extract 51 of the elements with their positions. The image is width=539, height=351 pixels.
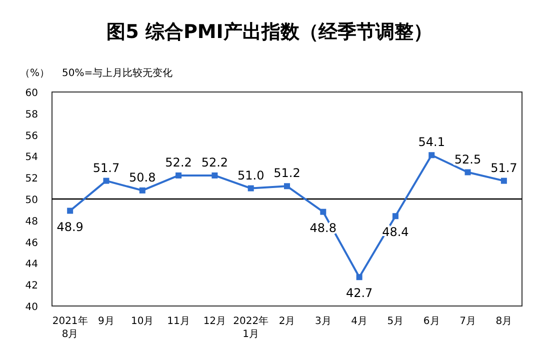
x-tick-label: 2022年 1月 [233, 315, 269, 340]
point [139, 187, 146, 194]
y-tick-label: 50 [25, 195, 38, 206]
x-tick-label: 7月 [460, 316, 476, 327]
y-tick-label: 46 [25, 238, 38, 249]
data-label: 51.0 [237, 168, 264, 182]
y-axis-title: （%） [20, 68, 50, 79]
data-label: 51.7 [490, 160, 518, 175]
x-tick-label: 6月 [423, 316, 440, 327]
point [428, 152, 435, 158]
data-label: 48.9 [56, 220, 84, 234]
x-tick-label: 8月 [496, 316, 512, 327]
text: 50%=与上月比较无变化 [62, 67, 173, 79]
point [176, 172, 182, 178]
point [248, 185, 254, 192]
data-label: 42.7 [346, 286, 373, 300]
point [67, 208, 74, 214]
y-tick-label: 60 [25, 88, 38, 99]
y-tick-label: 40 [25, 302, 38, 313]
point [500, 178, 507, 184]
y-tick-label: 54 [25, 152, 38, 164]
data-label: 54.1 [418, 135, 445, 150]
data-label: 52.2 [201, 155, 228, 170]
data-label: 52.5 [454, 152, 482, 166]
y-tick-label: 56 [25, 130, 38, 142]
x-tick-label: 9月 [98, 316, 114, 327]
x-tick-label: 5月 [387, 316, 404, 327]
x-tick-label: 10月 [131, 316, 154, 327]
point [103, 178, 110, 184]
point [464, 169, 471, 176]
point [356, 274, 362, 280]
y-tick-label: 44 [25, 259, 38, 270]
x-tick-label: 4月 [351, 316, 368, 327]
x-tick-label: 11月 [167, 316, 190, 327]
data-label: 52.2 [165, 155, 192, 170]
x-tick-label: 3月 [314, 316, 332, 327]
y-tick-label: 42 [25, 280, 38, 292]
data-label: 51.7 [92, 160, 120, 175]
point [320, 208, 326, 215]
y-tick-label: 52 [25, 174, 38, 185]
x-tick-label: 2021年 8月 [52, 315, 88, 340]
data-label: 51.2 [274, 166, 300, 180]
point [284, 183, 290, 190]
x-tick-label: 12月 [203, 316, 226, 327]
point [212, 172, 218, 178]
point [392, 213, 398, 220]
x-tick-label: 2月 [278, 316, 296, 327]
y-tick-label: 58 [25, 109, 38, 120]
chart-title: 图5 综合PMI产出指数（经季节调整） [106, 21, 432, 43]
data-label: 50.8 [129, 170, 156, 184]
y-tick-label: 48 [25, 216, 38, 228]
